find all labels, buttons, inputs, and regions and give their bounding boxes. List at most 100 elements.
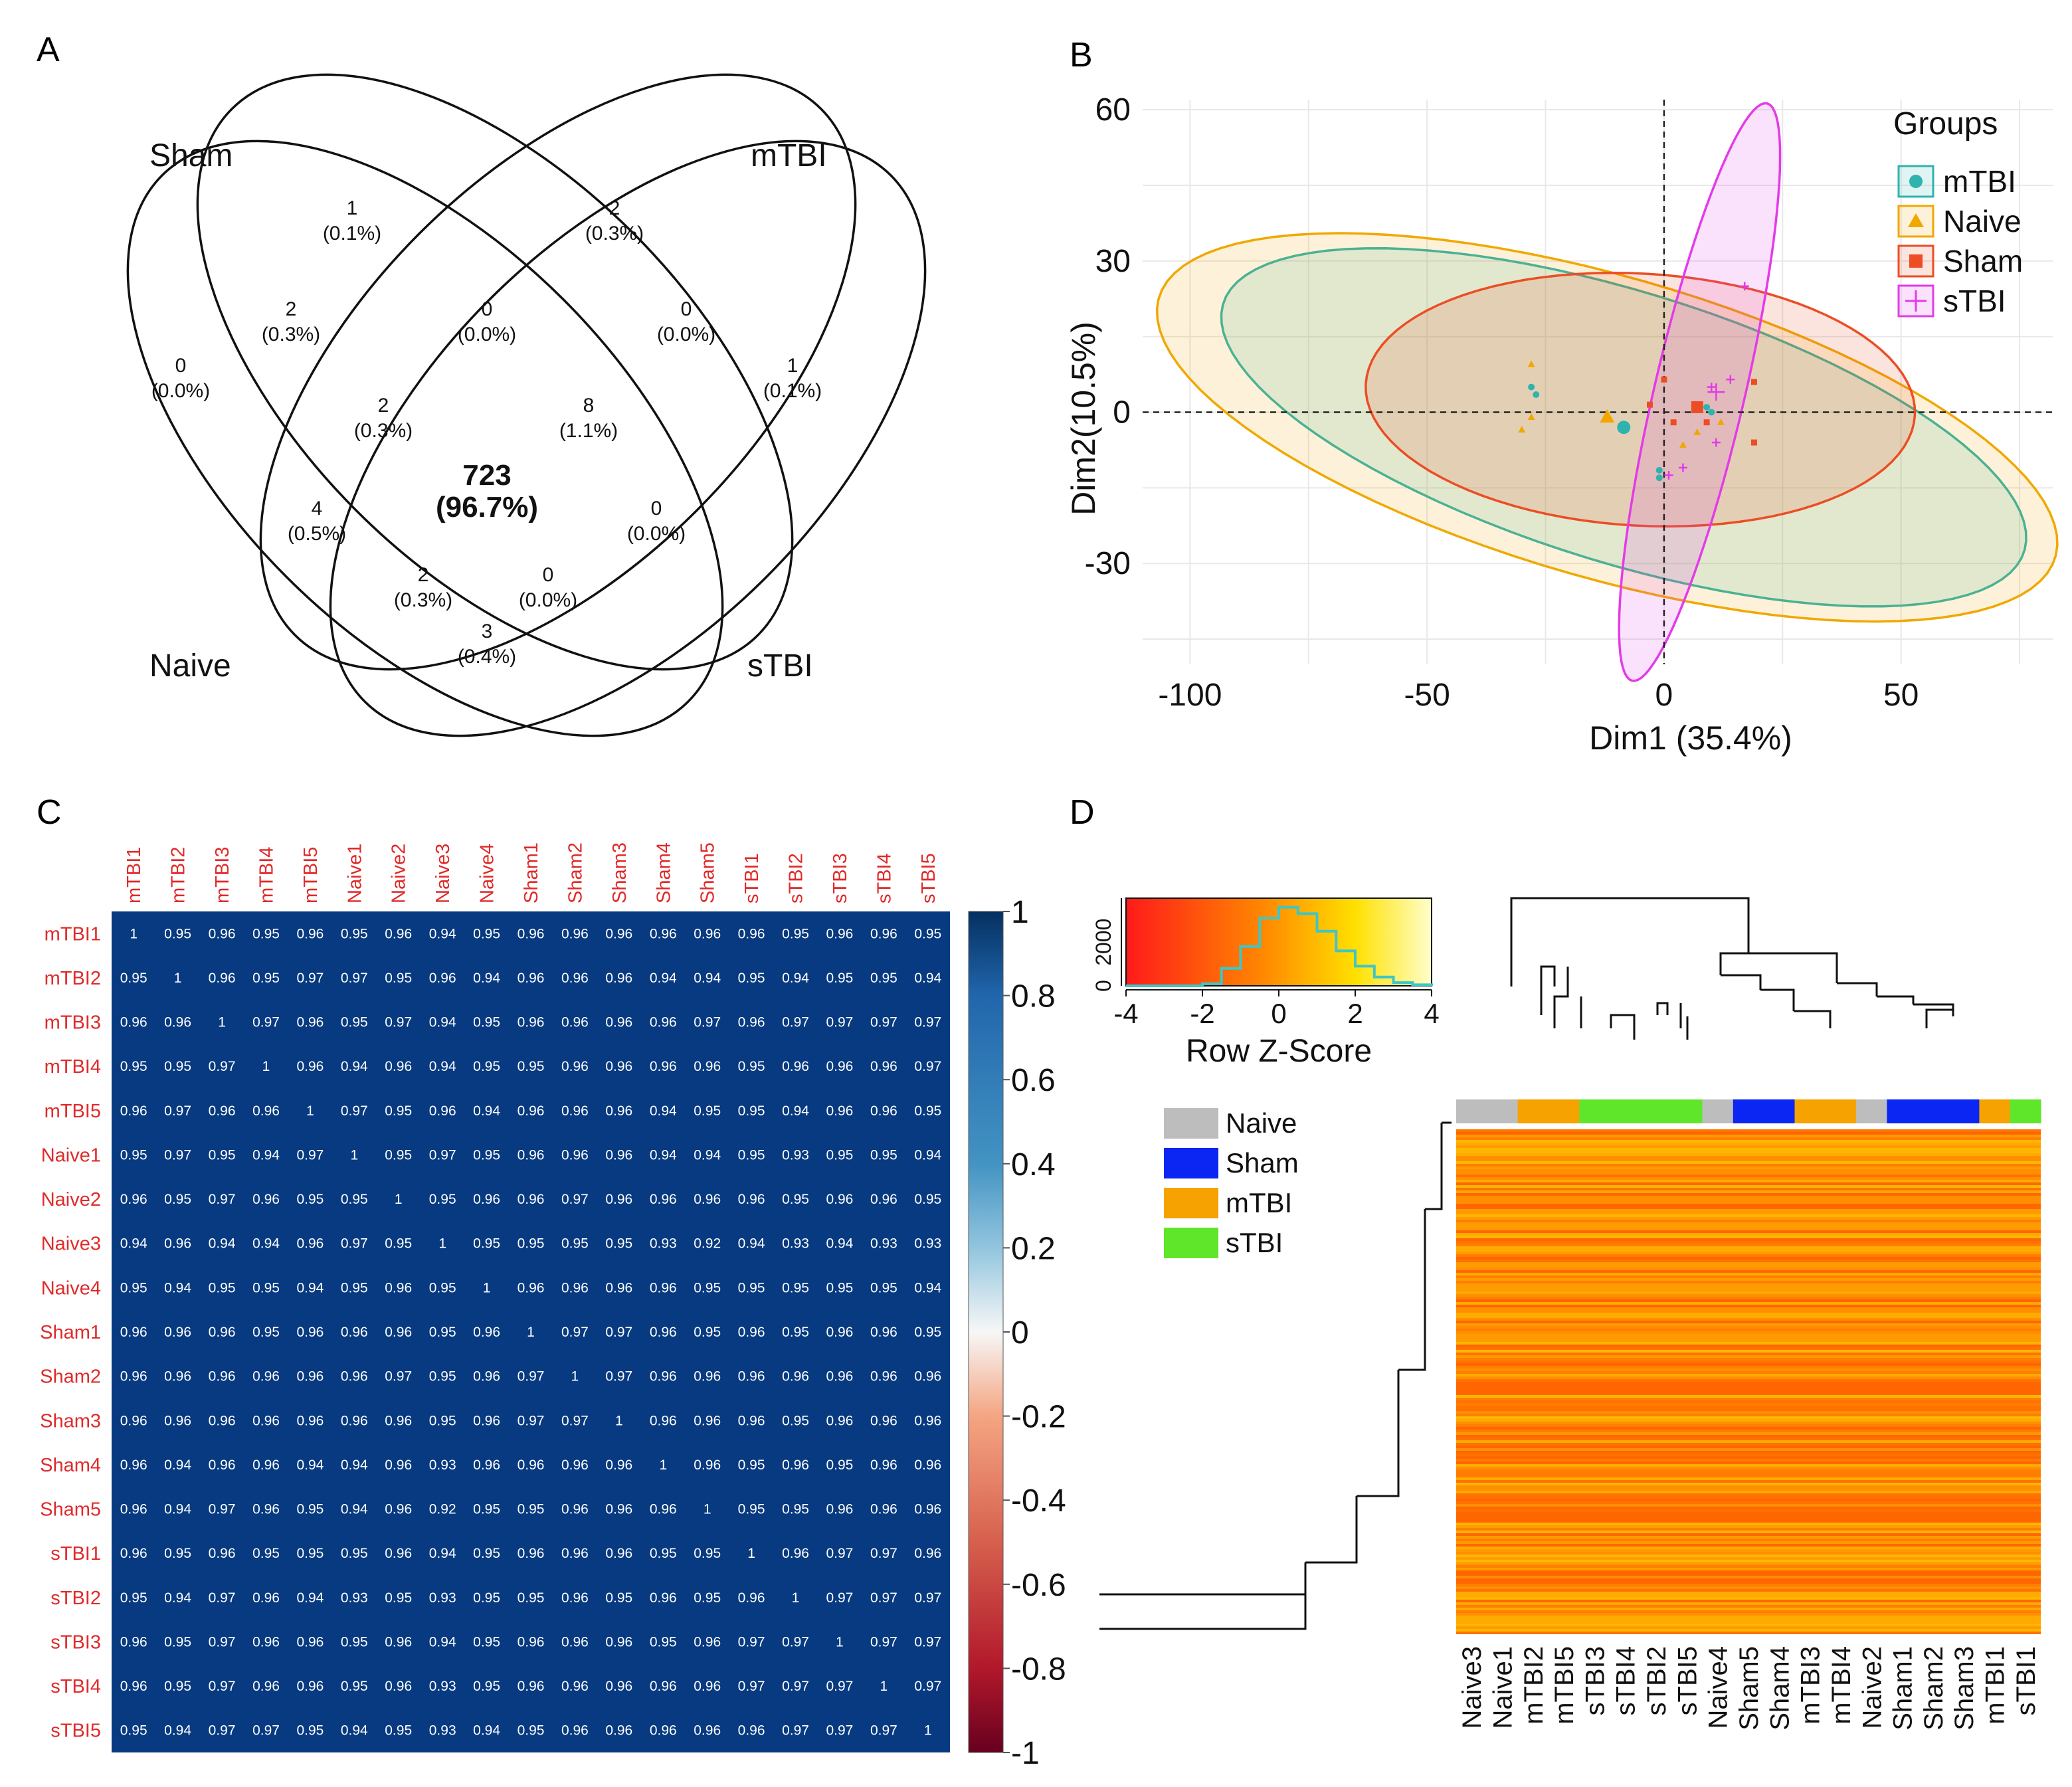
key-x-tick-label: 4 xyxy=(1424,998,1439,1029)
corr-cell: 0.96 xyxy=(209,971,236,986)
heatmap-row xyxy=(1456,1496,2041,1499)
corr-cell: 0.97 xyxy=(870,1634,897,1649)
venn-ellipse-sham xyxy=(196,73,794,671)
corr-cell: 0.94 xyxy=(782,971,809,986)
heatmap-row xyxy=(1456,1616,2041,1618)
corr-cell: 0.93 xyxy=(914,1236,941,1252)
panel-label-b: B xyxy=(1070,36,1093,74)
corr-row-label: Naive4 xyxy=(41,1277,101,1299)
corr-cell: 0.95 xyxy=(429,1280,456,1295)
corr-cell: 0.96 xyxy=(650,1590,677,1606)
corr-cell: 0.96 xyxy=(561,1015,589,1030)
corr-cell: 0.96 xyxy=(738,1192,765,1207)
heatmap-row xyxy=(1456,1353,2041,1355)
group-bar-cell-naive xyxy=(1487,1099,1519,1123)
corr-cell: 0.95 xyxy=(473,926,500,941)
corr-cell: 1 xyxy=(306,1103,314,1119)
heatmap-row xyxy=(1456,1366,2041,1368)
corr-cell: 0.94 xyxy=(694,1148,721,1163)
heatmap-row xyxy=(1456,1294,2041,1297)
heatmap-row xyxy=(1456,1626,2041,1629)
correlation-matrix: 1 0.95 0.96 0.95 0.96 0.95 0.96 0.94 0.95 0.96 0.9… xyxy=(40,842,1066,1771)
corr-cell: 0.96 xyxy=(605,1458,632,1473)
corr-cell: 0.95 xyxy=(341,1280,368,1295)
corr-cell: 0.96 xyxy=(694,1679,721,1694)
corr-cell: 0.96 xyxy=(650,1413,677,1428)
corr-cell: 0.96 xyxy=(473,1369,500,1384)
corr-cell: 0.96 xyxy=(650,1280,677,1295)
pca-point-mtbi-5 xyxy=(1708,409,1715,416)
corr-cell: 0.94 xyxy=(429,926,456,941)
corr-cbar-tick-label: 0.8 xyxy=(1011,979,1056,1014)
corr-cell: 0.95 xyxy=(738,1502,765,1517)
pca-ellipse-sham xyxy=(1365,271,1917,528)
corr-row-label: mTBI2 xyxy=(45,968,101,989)
pca-point-sham-4 xyxy=(1750,379,1757,385)
heatmap-row xyxy=(1456,1196,2041,1198)
corr-cell: 0.95 xyxy=(738,1458,765,1473)
heatmap-row xyxy=(1456,1193,2041,1196)
heatmap-row xyxy=(1456,1629,2041,1632)
heatmap-row xyxy=(1456,1230,2041,1233)
corr-cell: 0.96 xyxy=(164,1369,191,1384)
heatmap-row xyxy=(1456,1523,2041,1525)
heatmap-row xyxy=(1456,1403,2041,1406)
heatmap-row xyxy=(1456,1361,2041,1363)
corr-cell: 0.95 xyxy=(252,1325,280,1340)
heatmap-row xyxy=(1456,1376,2041,1379)
corr-cell: 0.93 xyxy=(429,1458,456,1473)
heatmap-row xyxy=(1456,1206,2041,1209)
group-bar-cell-naive xyxy=(1856,1099,1887,1123)
corr-cell: 0.96 xyxy=(518,1148,545,1163)
corr-cell: 0.96 xyxy=(385,1280,412,1295)
pca-ytick: -30 xyxy=(1085,546,1131,581)
corr-cell: 1 xyxy=(924,1723,932,1739)
heatmap-row xyxy=(1456,1148,2041,1151)
venn-count-sham_mtbi_stbi: 8 xyxy=(583,395,595,417)
group-bar-cell-sham xyxy=(1887,1099,1919,1123)
corr-cell: 0.96 xyxy=(164,1015,191,1030)
heatmap-row xyxy=(1456,1161,2041,1164)
corr-cell: 0.96 xyxy=(650,1015,677,1030)
corr-cell: 0.94 xyxy=(252,1236,280,1252)
corr-cell: 0.96 xyxy=(296,1236,324,1252)
corr-cell: 0.94 xyxy=(738,1236,765,1252)
corr-cell: 0.96 xyxy=(870,1369,897,1384)
corr-cell: 0.96 xyxy=(164,1325,191,1340)
corr-cell: 0.96 xyxy=(738,1590,765,1606)
corr-cell: 0.95 xyxy=(473,1546,500,1561)
corr-row-label: Naive3 xyxy=(41,1234,101,1255)
corr-cell: 0.95 xyxy=(738,1148,765,1163)
heatmap-row xyxy=(1456,1214,2041,1217)
corr-cell: 0.96 xyxy=(826,1369,853,1384)
heatmap-row xyxy=(1456,1592,2041,1594)
group-bar-cell-mtbi xyxy=(1517,1099,1549,1123)
corr-cell-values: 1 0.95 0.96 0.95 0.96 0.95 0.96 0.94 0.95 0.96 0.9… xyxy=(120,926,942,1738)
corr-cell: 0.96 xyxy=(120,1015,147,1030)
corr-cbar-tick-label: 0.2 xyxy=(1011,1231,1056,1266)
corr-cell: 0.94 xyxy=(914,971,941,986)
corr-cell: 0.95 xyxy=(826,1458,853,1473)
heatmap-row xyxy=(1456,1589,2041,1592)
corr-cell: 0.95 xyxy=(120,1723,147,1739)
corr-column-labels: mTBI1 mTBI2 mTBI3 mTBI4 mTBI5 Naive1 Naive2 Nai… xyxy=(124,842,939,903)
corr-cell: 0.96 xyxy=(826,1502,853,1517)
corr-cell: 0.97 xyxy=(341,1103,368,1119)
heatmap-row xyxy=(1456,1347,2041,1350)
corr-cell: 0.96 xyxy=(385,1059,412,1074)
corr-cell: 0.97 xyxy=(870,1723,897,1739)
corr-cell: 0.97 xyxy=(385,1369,412,1384)
corr-cell: 0.95 xyxy=(429,1369,456,1384)
heatmap-row xyxy=(1456,1504,2041,1507)
venn-set-label-mtbi: mTBI xyxy=(751,138,827,173)
column-dendrogram xyxy=(1510,897,1954,1040)
heatmap-row xyxy=(1456,1520,2041,1523)
heatmap-row xyxy=(1456,1565,2041,1568)
heatmap-row xyxy=(1456,1427,2041,1430)
corr-cell: 0.96 xyxy=(605,1723,632,1739)
corr-cell: 0.97 xyxy=(782,1723,809,1739)
venn-pct-naive_stbi: (0.4%) xyxy=(458,646,516,668)
pca-point-mtbi-0 xyxy=(1528,383,1535,391)
corr-cell: 0.96 xyxy=(738,1015,765,1030)
venn-pct-naive_mtbi: (0.5%) xyxy=(288,523,346,545)
